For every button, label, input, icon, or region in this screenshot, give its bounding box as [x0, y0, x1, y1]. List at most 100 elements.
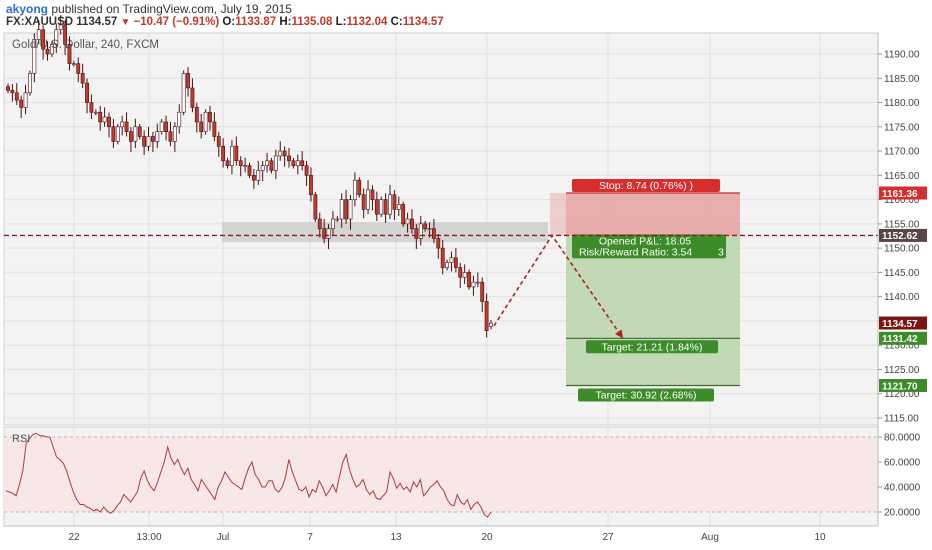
high-value: 1135.08 — [291, 16, 333, 28]
candle-body — [212, 121, 217, 137]
close-value: 1134.57 — [402, 16, 444, 28]
target2-label: Target: 30.92 (2.68%) — [596, 389, 697, 401]
candle-body — [54, 29, 59, 45]
candle-body — [115, 126, 120, 142]
rsi-tick-label: 60.0000 — [884, 458, 921, 469]
candle-body — [282, 150, 287, 157]
candle-body — [436, 238, 441, 249]
candle-body — [331, 218, 335, 230]
candle-body — [133, 126, 138, 142]
candle-body — [6, 86, 10, 91]
profit-zone[interactable] — [566, 235, 740, 386]
publish-line: akyong published on TradingView.com, Jul… — [6, 2, 292, 16]
target1-price-badge: 1131.42 — [882, 334, 918, 345]
time-tick-label: Jul — [217, 532, 230, 543]
candle-body — [89, 102, 94, 113]
candle-body — [366, 189, 370, 210]
time-tick-label: 7 — [307, 532, 313, 543]
candle-body — [440, 247, 445, 268]
target2-label-bg — [578, 388, 714, 402]
candle-body — [374, 199, 379, 215]
price-tick-label: 1175.00 — [884, 122, 920, 133]
candle-body — [129, 131, 133, 142]
candle-body — [32, 39, 37, 74]
candle-body — [423, 223, 428, 230]
candle-body — [392, 194, 397, 210]
candle-body — [471, 281, 476, 288]
candle-body — [467, 272, 471, 288]
candle-body — [124, 121, 129, 132]
author-link[interactable]: akyong — [6, 2, 49, 16]
position-tool[interactable]: Stop: 8.74 (0.76%) ) Opened P&L: 18.05Ris… — [550, 178, 740, 402]
candle-body — [432, 228, 436, 239]
pnl-label: Opened P&L: 18.05 — [599, 235, 691, 247]
price-tick-label: 1185.00 — [884, 74, 920, 85]
candle-body — [251, 175, 256, 181]
candle-body — [36, 29, 41, 40]
price-axis[interactable]: 1190.00 1185.00 1180.00 1175.00 1170.00 1165.… — [877, 33, 920, 526]
candle-body — [352, 179, 357, 200]
candle-body — [243, 165, 248, 167]
target2-price-badge: 1121.70 — [882, 381, 918, 392]
candle-body — [322, 228, 327, 239]
candle-body — [260, 165, 265, 171]
candle-body — [50, 43, 54, 55]
candle-body — [273, 155, 278, 171]
candle-body — [142, 136, 147, 147]
candle-body — [480, 281, 485, 302]
time-tick-label: 13 — [390, 532, 402, 543]
candle-body — [357, 179, 362, 196]
price-tick-label: 1115.00 — [884, 414, 919, 425]
entry-price-badge: 1152.62 — [882, 231, 918, 242]
candle-body — [181, 73, 186, 113]
price-tick-label: 1125.00 — [884, 365, 920, 376]
candle-body — [23, 92, 28, 108]
rsi-axis[interactable]: 80.0000 60.0000 40.0000 20.0000 — [878, 433, 921, 519]
candle-body — [120, 121, 125, 128]
rsi-tick-label: 80.0000 — [884, 433, 921, 444]
candle-body — [216, 136, 221, 147]
candle-body — [383, 199, 388, 215]
candle-body — [71, 63, 76, 66]
price-tick-label: 1130.00 — [884, 341, 920, 352]
price-tick-label: 1160.00 — [884, 195, 920, 206]
candle-body — [256, 170, 261, 181]
price-badges: 1161.36 1152.62 1134.57 1131.42 1121.70 — [879, 186, 927, 392]
candle-body — [304, 165, 309, 176]
candle-body — [168, 131, 173, 142]
time-tick-label: 13:00 — [136, 532, 161, 543]
candle-body — [194, 107, 199, 123]
price-change: −10.47 (−0.91%) — [133, 16, 220, 28]
high-label: H: — [279, 16, 292, 28]
price-tick-label: 1190.00 — [884, 50, 920, 61]
down-triangle-icon: ▼ — [120, 17, 131, 28]
candle-body — [291, 160, 296, 166]
candle-body — [484, 301, 489, 331]
candle-body — [462, 272, 467, 278]
candle-body — [186, 73, 190, 89]
time-axis[interactable]: 22 13:00 Jul 7 13 20 27 Aug 10 — [4, 525, 878, 543]
candle-body — [208, 111, 212, 123]
candle-body — [388, 194, 392, 215]
candle-body — [344, 199, 349, 220]
loss-zone[interactable] — [566, 192, 740, 236]
candle-body — [317, 218, 322, 230]
projection-arrow[interactable] — [493, 234, 624, 339]
candle-body — [10, 90, 15, 94]
risk-reward-suffix: 3 — [718, 246, 724, 258]
price-tick-label: 1145.00 — [884, 268, 920, 279]
candle-body — [172, 126, 177, 142]
candle-body — [63, 24, 67, 45]
candle-body — [370, 189, 375, 200]
candle-body — [309, 175, 313, 196]
candle-body — [76, 63, 81, 74]
candle-body — [151, 136, 155, 142]
candle-body — [230, 145, 234, 166]
price-tick-label: 1120.00 — [884, 389, 920, 400]
candle-body — [278, 150, 283, 157]
published-text: published on TradingView.com, July 19, 2… — [51, 2, 292, 16]
risk-reward-label: Risk/Reward Ratio: 3.54 — [579, 246, 692, 258]
candle-body — [234, 145, 239, 162]
candle-body — [449, 257, 454, 263]
